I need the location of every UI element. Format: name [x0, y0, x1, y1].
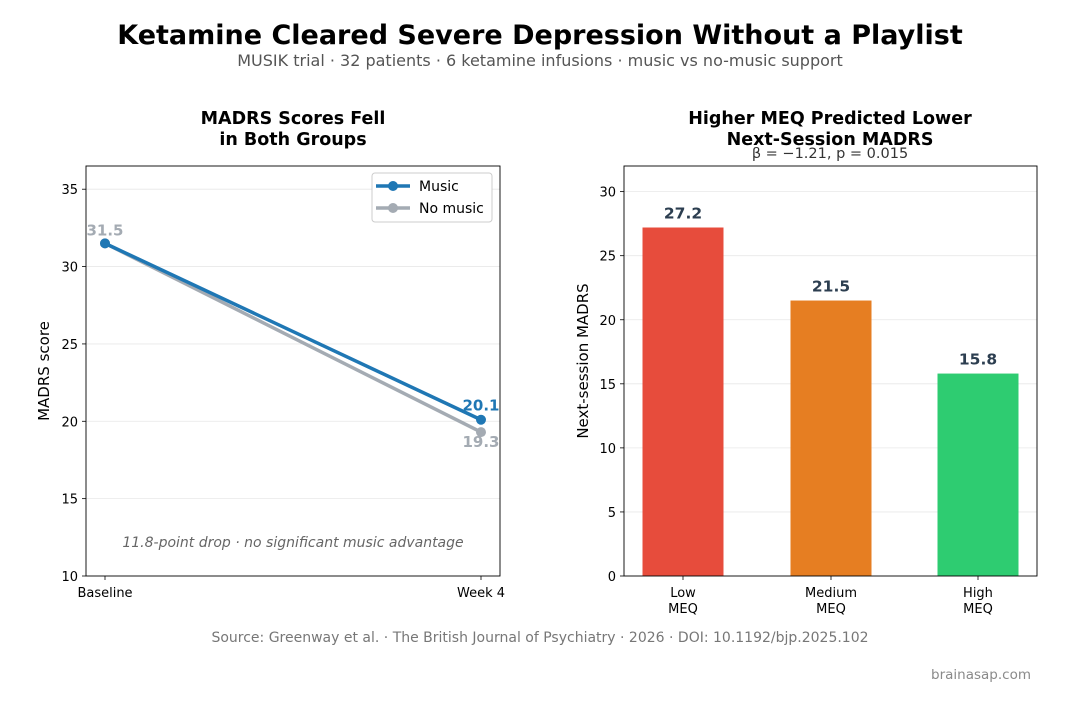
- y-tick-label: 20: [61, 415, 78, 430]
- x-tick-label: Medium: [805, 586, 857, 601]
- y-tick-label: 10: [599, 442, 616, 457]
- bar-value-label: 27.2: [664, 205, 702, 223]
- y-axis-label: Next-session MADRS: [574, 283, 592, 438]
- x-tick-label: MEQ: [668, 602, 698, 617]
- x-tick-label: MEQ: [816, 602, 846, 617]
- plot-frame: [623, 165, 1038, 577]
- page-title: Ketamine Cleared Severe Depression Witho…: [117, 20, 963, 51]
- chart-title-line: Next-Session MADRS: [727, 130, 934, 150]
- y-tick-label: 25: [61, 338, 78, 353]
- y-tick-label: 5: [608, 506, 616, 521]
- bar: [642, 227, 724, 576]
- y-tick-label: 30: [61, 261, 78, 276]
- data-point: [476, 427, 486, 438]
- legend-swatch-marker: [388, 203, 398, 213]
- plot-frame: [85, 165, 501, 577]
- chart-subtitle: β = −1.21, p = 0.015: [752, 146, 908, 162]
- data-label: 20.1: [462, 397, 499, 415]
- bar-value-label: 15.8: [959, 351, 997, 369]
- site-credit: brainasap.com: [931, 667, 1031, 683]
- chart-title-line: in Both Groups: [219, 130, 366, 150]
- y-tick-label: 30: [599, 186, 616, 201]
- data-point: [100, 238, 110, 249]
- y-axis-label: MADRS score: [35, 321, 53, 421]
- legend-label: No music: [419, 201, 484, 217]
- y-tick-label: 35: [61, 183, 78, 198]
- bar: [937, 373, 1019, 576]
- page-subtitle: MUSIK trial · 32 patients · 6 ketamine i…: [237, 51, 843, 70]
- x-tick-label: MEQ: [963, 602, 993, 617]
- y-tick-label: 0: [608, 570, 616, 585]
- x-tick-label: Baseline: [77, 586, 132, 601]
- y-tick-label: 10: [61, 570, 78, 585]
- data-label: 19.3: [462, 433, 499, 451]
- chart-title-line: Higher MEQ Predicted Lower: [688, 109, 972, 129]
- x-tick-label: Low: [670, 586, 696, 601]
- data-label: 31.5: [86, 221, 123, 239]
- series-line: [104, 241, 482, 434]
- source-citation: Source: Greenway et al. · The British Jo…: [211, 630, 869, 646]
- legend-swatch-marker: [388, 181, 398, 191]
- y-tick-label: 15: [599, 378, 616, 393]
- x-tick-label: High: [963, 586, 993, 601]
- data-point: [476, 414, 486, 425]
- y-tick-label: 15: [61, 493, 78, 508]
- series-line: [104, 241, 482, 422]
- bar-value-label: 21.5: [812, 278, 850, 296]
- bar: [790, 300, 872, 576]
- y-tick-label: 20: [599, 314, 616, 329]
- legend-label: Music: [419, 179, 459, 195]
- x-tick-label: Week 4: [457, 586, 505, 601]
- chart-annotation: 11.8-point drop · no significant music a…: [122, 535, 463, 551]
- chart-title-line: MADRS Scores Fell: [201, 109, 386, 129]
- y-tick-label: 25: [599, 250, 616, 265]
